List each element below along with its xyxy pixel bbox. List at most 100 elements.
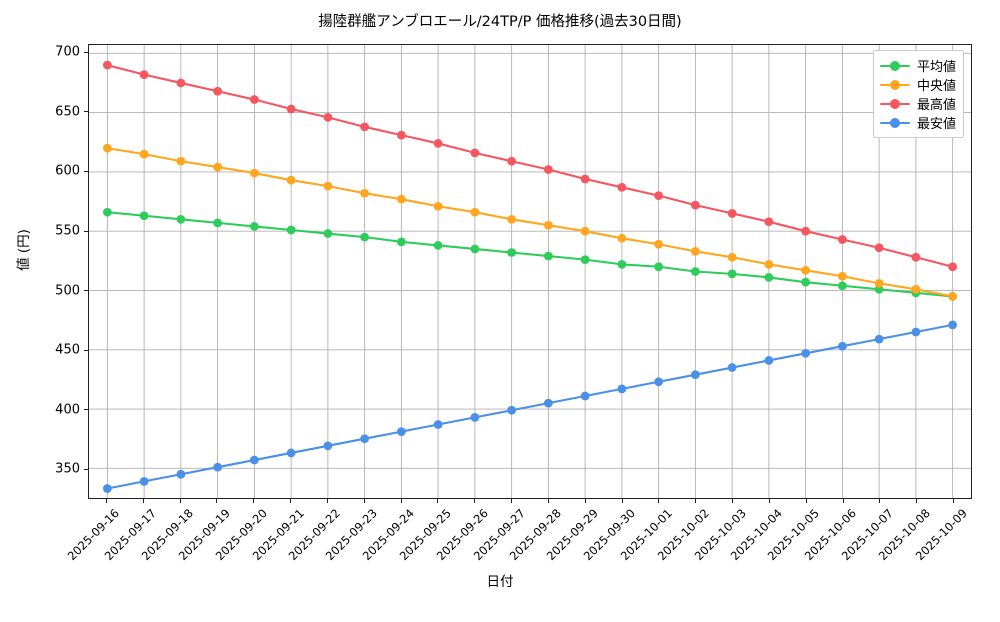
grid-lines: [89, 45, 971, 498]
data-point: [727, 363, 737, 372]
data-point: [617, 233, 627, 243]
data-point: [323, 181, 333, 191]
y-tick-mark: [84, 409, 88, 411]
series-line-2: [106, 64, 954, 268]
x-tick-mark: [105, 499, 107, 503]
data-point: [580, 174, 590, 184]
data-point: [396, 427, 406, 436]
data-point: [102, 143, 112, 153]
data-point: [507, 405, 517, 415]
data-point: [764, 273, 774, 282]
data-point: [286, 175, 296, 185]
data-point: [580, 391, 590, 401]
data-point: [837, 271, 847, 281]
data-point: [470, 207, 480, 217]
legend-item-0[interactable]: 平均値: [880, 56, 956, 75]
data-point: [727, 269, 737, 279]
y-tick-label: 400: [55, 402, 80, 418]
data-point: [396, 237, 406, 247]
data-point: [286, 448, 296, 458]
y-tick-mark: [84, 290, 88, 292]
data-point: [286, 225, 296, 235]
legend-label: 中央値: [917, 79, 957, 94]
series-line-3: [106, 323, 954, 490]
x-tick-mark: [400, 499, 402, 503]
legend-label: 最高値: [917, 98, 957, 113]
data-point: [727, 209, 737, 218]
chart-title: 揚陸群艦アンブロエール/24TP/P 価格推移(過去30日間): [318, 14, 682, 30]
series-line-0: [106, 211, 954, 298]
data-point: [948, 320, 958, 330]
y-tick-label: 550: [55, 223, 80, 239]
data-point: [874, 243, 884, 253]
legend-marker-icon: [880, 116, 910, 130]
data-point: [948, 292, 958, 301]
data-point: [543, 220, 553, 230]
data-point: [360, 434, 370, 444]
y-tick-label: 600: [55, 163, 80, 179]
y-tick-label: 450: [55, 342, 80, 358]
data-point: [617, 260, 627, 269]
data-point: [580, 226, 590, 236]
data-point: [948, 262, 958, 272]
x-tick-mark: [953, 499, 955, 503]
y-tick-label: 650: [55, 104, 80, 120]
data-point: [176, 156, 186, 166]
data-point: [433, 201, 443, 211]
data-point: [801, 277, 811, 287]
data-point: [690, 370, 700, 380]
x-tick-mark: [805, 499, 807, 503]
x-tick-mark: [474, 499, 476, 503]
data-point: [433, 420, 443, 429]
x-tick-mark: [768, 499, 770, 503]
data-point: [837, 341, 847, 351]
data-point: [801, 265, 811, 275]
data-point: [801, 348, 811, 358]
x-tick-mark: [437, 499, 439, 503]
data-point: [764, 260, 774, 269]
data-point: [249, 168, 259, 178]
legend-label: 平均値: [917, 60, 957, 75]
data-point: [360, 232, 370, 242]
x-tick-mark: [916, 499, 918, 503]
data-point: [617, 384, 627, 394]
x-tick-mark: [658, 499, 660, 503]
data-point: [654, 377, 664, 387]
data-point: [213, 218, 223, 228]
legend: 平均値中央値最高値最安値: [873, 50, 965, 138]
y-tick-label: 350: [55, 461, 80, 477]
x-axis-label: 日付: [486, 574, 514, 590]
data-point: [176, 214, 186, 224]
x-tick-mark: [695, 499, 697, 503]
y-tick-mark: [84, 349, 88, 351]
y-tick-mark: [84, 468, 88, 470]
data-series-layer: [102, 60, 958, 493]
data-point: [323, 229, 333, 238]
data-point: [654, 191, 664, 200]
legend-label: 最安値: [917, 117, 957, 132]
y-tick-label: 700: [55, 44, 80, 60]
legend-item-1[interactable]: 中央値: [880, 75, 956, 94]
data-point: [764, 356, 774, 365]
x-tick-mark: [253, 499, 255, 503]
data-point: [764, 217, 774, 227]
data-point: [470, 412, 480, 422]
data-point: [654, 239, 664, 249]
data-point: [139, 149, 149, 159]
data-point: [213, 462, 223, 472]
data-point: [580, 255, 590, 265]
data-point: [690, 200, 700, 210]
data-point: [323, 441, 333, 451]
x-tick-mark: [511, 499, 513, 503]
x-tick-mark: [547, 499, 549, 503]
data-point: [874, 334, 884, 344]
data-point: [837, 281, 847, 291]
legend-item-3[interactable]: 最安値: [880, 113, 956, 132]
data-point: [286, 104, 296, 114]
data-point: [139, 477, 149, 486]
data-point: [433, 241, 443, 250]
legend-marker-icon: [880, 97, 910, 111]
data-point: [102, 207, 112, 217]
legend-item-2[interactable]: 最高値: [880, 94, 956, 113]
y-tick-mark: [84, 230, 88, 232]
